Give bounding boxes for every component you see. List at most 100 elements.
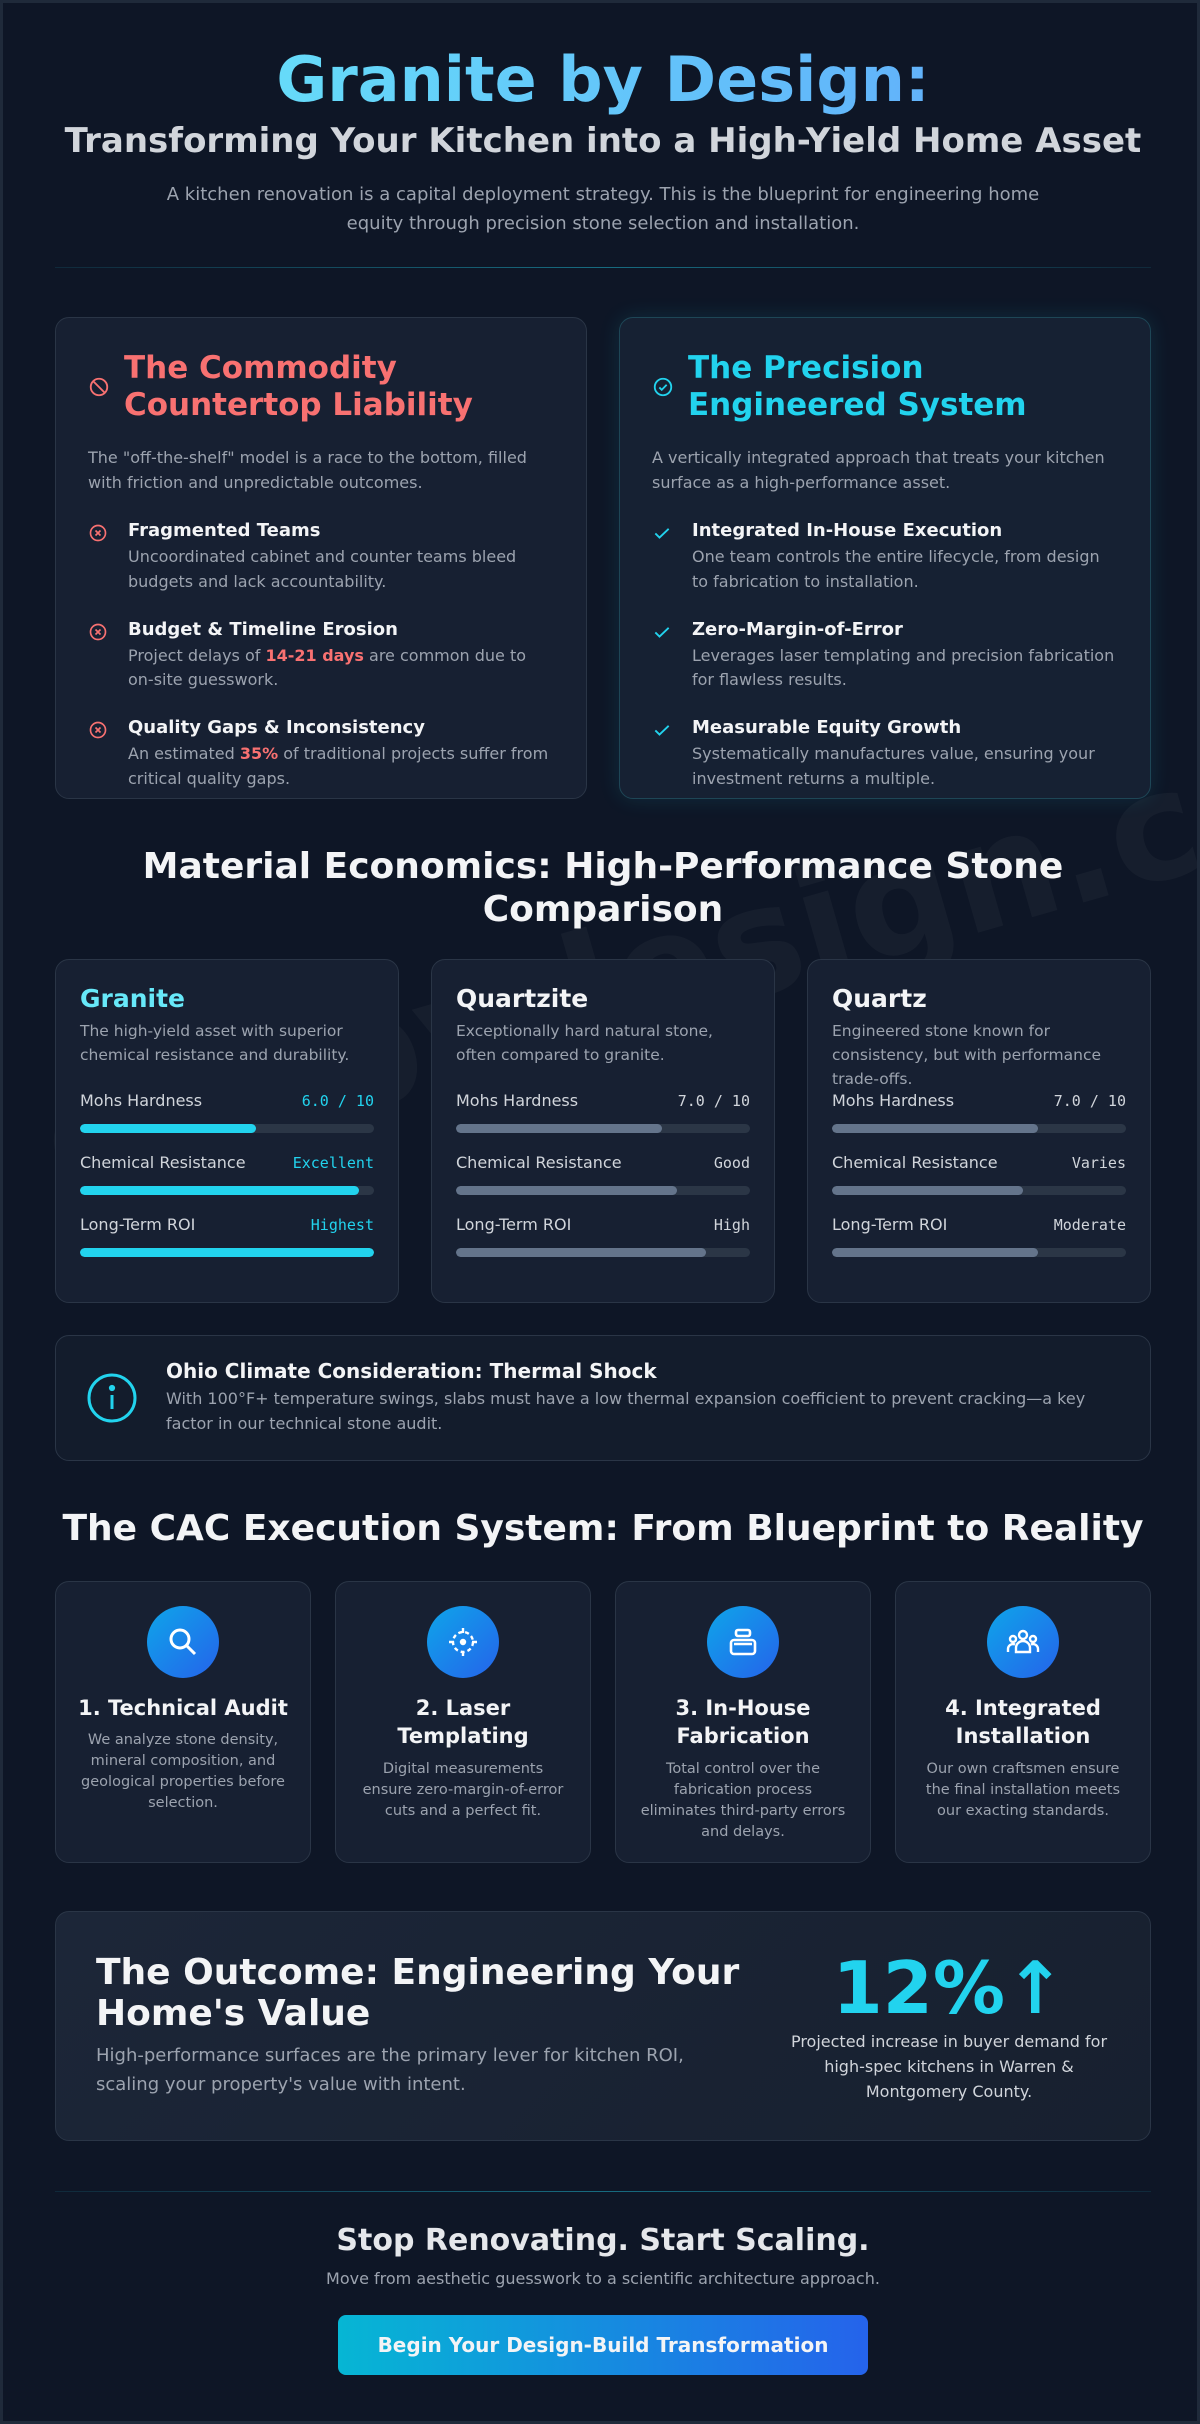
check-icon: [654, 528, 670, 539]
metric-label: Chemical Resistance: [80, 1153, 246, 1172]
cta-button[interactable]: Begin Your Design-Build Transformation: [338, 2315, 868, 2375]
fabrication-icon: [729, 1628, 757, 1656]
metric-value: Highest: [310, 1216, 374, 1234]
item-title: Integrated In-House Execution: [692, 519, 1003, 541]
metric: Long-Term ROI High: [456, 1215, 750, 1257]
stone-description: Engineered stone known for consistency, …: [832, 1022, 1102, 1089]
list-item: Budget & Timeline Erosion Project delays…: [88, 619, 554, 694]
metric: Mohs Hardness 7.0 / 10: [456, 1091, 750, 1133]
metric-label: Long-Term ROI: [80, 1215, 196, 1234]
info-icon: [87, 1373, 137, 1423]
stone-description: The high-yield asset with superior chemi…: [80, 1022, 350, 1065]
cta-title: Stop Renovating. Start Scaling.: [336, 2223, 870, 2258]
metric-bar-fill: [80, 1186, 360, 1195]
metric-label: Mohs Hardness: [456, 1091, 579, 1110]
metric-label: Long-Term ROI: [456, 1215, 572, 1234]
metric-bar-fill: [832, 1124, 1038, 1133]
metric-bar: [80, 1186, 374, 1195]
metric-value: 7.0 / 10: [677, 1092, 750, 1110]
metric: Chemical Resistance Good: [456, 1153, 750, 1195]
metric: Mohs Hardness 7.0 / 10: [832, 1091, 1126, 1133]
page-title: Granite by Design:: [55, 43, 1151, 117]
metric-value: Varies: [1071, 1154, 1126, 1172]
demand-stat-caption: Projected increase in buyer demand for h…: [790, 2032, 1108, 2101]
metric-label: Chemical Resistance: [456, 1153, 622, 1172]
stone-card-granite: Granite The high-yield asset with superio…: [55, 959, 399, 1303]
metric-bar: [832, 1124, 1126, 1133]
metric-bar: [456, 1186, 750, 1195]
x-circle-icon: [89, 524, 107, 542]
metric-bar-fill: [832, 1186, 1024, 1195]
item-text: Systematically manufactures value, ensur…: [692, 744, 1095, 788]
step-in-house-fabrication: 3. In-House Fabrication Total control ov…: [615, 1581, 871, 1863]
item-title: Zero-Margin-of-Error: [692, 618, 903, 640]
item-text: Project delays of 14-21 days are common …: [128, 645, 527, 690]
x-circle-icon: [89, 721, 107, 739]
stone-name: Quartzite: [456, 984, 589, 1013]
materials-title: Material Economics: High-Performance Sto…: [142, 846, 1064, 931]
stone-description: Exceptionally hard natural stone, often …: [456, 1022, 713, 1065]
metric-value: 7.0 / 10: [1053, 1092, 1126, 1110]
execution-title: The CAC Execution System: From Blueprint…: [62, 1508, 1144, 1549]
item-title: Fragmented Teams: [128, 519, 321, 541]
metric-label: Mohs Hardness: [832, 1091, 955, 1110]
metric-label: Long-Term ROI: [832, 1215, 948, 1234]
metric: Long-Term ROI Highest: [80, 1215, 374, 1257]
commodity-title: The Commodity Countertop Liability: [124, 350, 473, 424]
metric-value: High: [713, 1216, 750, 1234]
outcome-text: High-performance surfaces are the primar…: [96, 2045, 684, 2095]
step-text: Digital measurements ensure zero-margin-…: [362, 1760, 564, 1819]
metric-bar: [456, 1248, 750, 1257]
ban-icon: [89, 378, 109, 397]
metric-bar: [832, 1186, 1126, 1195]
item-text: One team controls the entire lifecycle, …: [692, 546, 1100, 591]
item-text: An estimated 35% of traditional projects…: [128, 744, 549, 788]
check-circle-icon: [653, 378, 673, 397]
list-item: Fragmented Teams Uncoordinated cabinet a…: [88, 520, 554, 595]
metric: Chemical Resistance Excellent: [80, 1153, 374, 1195]
delay-highlight: 14-21 days: [265, 645, 364, 665]
metric-value: Good: [713, 1154, 750, 1172]
metric-bar: [832, 1248, 1126, 1257]
stone-card-quartz: Quartz Engineered stone known for consist…: [807, 959, 1151, 1303]
step-text: Our own craftsmen ensure the final insta…: [925, 1760, 1121, 1819]
climate-text: With 100°F+ temperature swings, slabs mu…: [166, 1389, 1086, 1433]
metric-bar: [80, 1124, 374, 1133]
divider: [55, 267, 1151, 268]
outcome-panel: The Outcome: Engineering Your Home's Val…: [55, 1911, 1151, 2141]
precision-description: A vertically integrated approach that tr…: [652, 448, 1105, 493]
demand-stat: 12%↑: [832, 1946, 1066, 2030]
list-item: Integrated In-House Execution One team c…: [652, 520, 1118, 595]
metric-value: Excellent: [292, 1154, 374, 1172]
stone-name: Granite: [80, 984, 185, 1013]
commodity-description: The "off-the-shelf" model is a race to t…: [88, 448, 527, 493]
metric-bar-fill: [80, 1248, 374, 1257]
commodity-card: The Commodity Countertop Liability The "…: [55, 317, 587, 799]
laser-target-icon: [449, 1628, 477, 1656]
item-title: Measurable Equity Growth: [692, 717, 962, 739]
climate-title: Ohio Climate Consideration: Thermal Shoc…: [166, 1359, 657, 1384]
metric-bar-fill: [80, 1124, 257, 1133]
divider: [55, 2191, 1151, 2192]
metric-value: Moderate: [1053, 1216, 1126, 1234]
x-circle-icon: [89, 623, 107, 640]
metric-label: Chemical Resistance: [832, 1153, 998, 1172]
step-title: 3. In-House Fabrication: [675, 1696, 811, 1749]
step-title: 2. Laser Templating: [397, 1696, 529, 1749]
item-title: Quality Gaps & Inconsistency: [128, 717, 425, 739]
list-item: Zero-Margin-of-Error Leverages laser tem…: [652, 619, 1118, 694]
cta-subtitle: Move from aesthetic guesswork to a scien…: [326, 2269, 880, 2288]
precision-title: The Precision Engineered System: [688, 350, 1027, 424]
percent-highlight: 35%: [239, 744, 279, 764]
search-icon: [169, 1628, 197, 1656]
climate-callout: Ohio Climate Consideration: Thermal Shoc…: [55, 1335, 1151, 1461]
metric-bar: [80, 1248, 374, 1257]
stone-name: Quartz: [832, 984, 927, 1013]
precision-card: The Precision Engineered System A vertic…: [619, 317, 1151, 799]
check-icon: [654, 725, 670, 737]
item-text: Leverages laser templating and precision…: [692, 645, 1115, 690]
list-item: Measurable Equity Growth Systematically …: [652, 717, 1118, 792]
metric-bar-fill: [456, 1186, 677, 1195]
item-text: Uncoordinated cabinet and counter teams …: [128, 546, 517, 591]
hero-intro: A kitchen renovation is a capital deploy…: [166, 184, 1040, 235]
